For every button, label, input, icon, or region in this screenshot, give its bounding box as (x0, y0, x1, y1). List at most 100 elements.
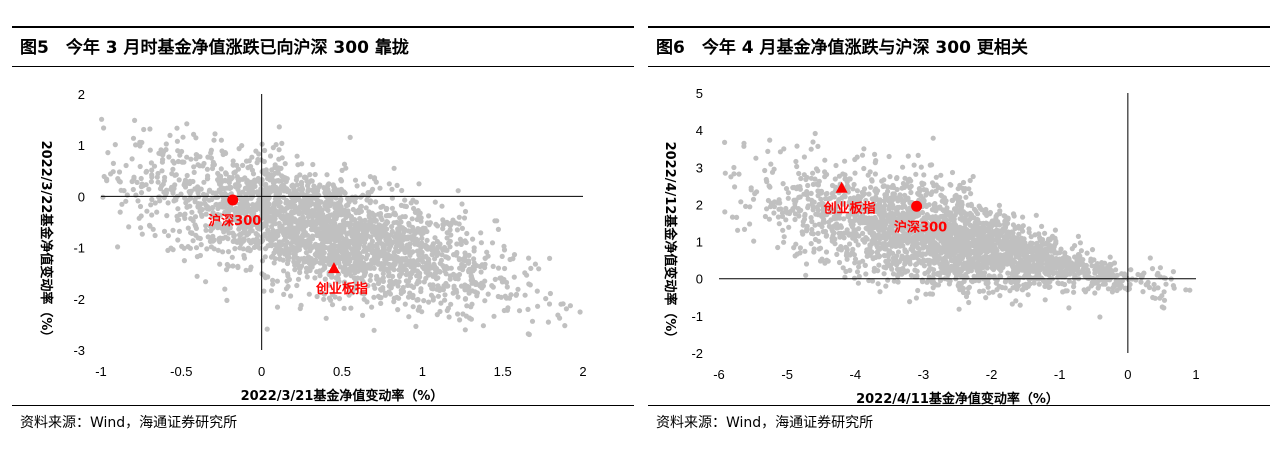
data-point (823, 249, 830, 255)
data-point (1010, 265, 1016, 271)
data-point (434, 238, 440, 245)
data-point (513, 292, 519, 298)
data-point (470, 268, 476, 274)
data-point (816, 238, 822, 244)
data-point (351, 217, 357, 223)
data-point (188, 230, 194, 236)
data-point (363, 256, 369, 262)
data-point (498, 275, 504, 281)
data-point (398, 246, 404, 252)
data-point (458, 239, 464, 245)
data-point (1035, 264, 1041, 270)
data-point (222, 286, 228, 292)
data-point (192, 214, 199, 220)
data-point (923, 291, 929, 297)
data-point (1050, 259, 1056, 265)
data-point (236, 146, 242, 152)
data-point (738, 199, 744, 205)
data-point (237, 215, 243, 221)
data-point (239, 224, 245, 230)
data-point (353, 233, 359, 240)
data-point (367, 222, 373, 228)
data-point (430, 286, 436, 292)
data-point (919, 180, 925, 186)
data-point (792, 253, 798, 259)
data-point (138, 190, 145, 196)
data-point (866, 191, 872, 197)
data-point (1151, 286, 1157, 292)
data-point (361, 181, 367, 187)
data-point (808, 175, 814, 181)
data-point (895, 279, 901, 285)
data-point (294, 153, 300, 159)
data-point (861, 191, 868, 197)
data-point (278, 165, 284, 171)
data-point (305, 188, 311, 194)
data-point (997, 228, 1003, 234)
data-point (371, 265, 377, 271)
data-point (170, 166, 176, 172)
data-point (243, 267, 249, 273)
data-point (333, 203, 339, 209)
data-point (547, 290, 554, 297)
data-point (100, 194, 106, 200)
data-point (353, 255, 359, 261)
data-point (394, 256, 400, 262)
data-point (526, 331, 532, 338)
data-point (101, 125, 107, 131)
data-point (840, 265, 846, 271)
data-point (307, 243, 313, 249)
data-point (441, 283, 447, 289)
scatter-points (99, 116, 583, 338)
data-point (202, 195, 208, 201)
data-point (528, 265, 534, 271)
data-point (115, 176, 121, 182)
data-point (1140, 289, 1146, 295)
data-point (371, 294, 377, 300)
data-point (968, 191, 974, 197)
data-point (822, 228, 829, 235)
data-point (293, 177, 299, 183)
data-point (286, 246, 292, 252)
data-point (471, 248, 477, 254)
data-point (372, 285, 378, 291)
data-point (803, 272, 809, 278)
data-point (294, 230, 300, 237)
data-point (367, 174, 373, 180)
data-point (967, 177, 973, 184)
data-point (895, 273, 901, 279)
data-point (204, 166, 210, 172)
data-point (868, 184, 874, 190)
data-point (415, 296, 421, 303)
data-point (321, 255, 327, 261)
data-point (218, 166, 224, 172)
data-point (863, 271, 869, 277)
data-point (291, 185, 297, 191)
data-point (831, 216, 837, 222)
data-point (814, 204, 820, 210)
data-point (1082, 273, 1088, 279)
data-point (292, 267, 298, 273)
data-point (299, 189, 305, 195)
data-point (810, 139, 816, 145)
data-point (371, 213, 377, 219)
data-point (924, 279, 930, 285)
data-point (244, 232, 250, 238)
y-tick-label: 2 (78, 87, 85, 102)
data-point (801, 154, 807, 160)
data-point (833, 204, 840, 210)
data-point (454, 241, 460, 247)
data-point (389, 224, 395, 230)
data-point (225, 249, 232, 255)
data-point (292, 252, 298, 258)
data-point (511, 252, 518, 258)
highlight-label: 创业板指 (315, 281, 368, 297)
data-point (364, 299, 370, 305)
scatter-chart-fig6: -6 -5 -4 -3 -2 -1 0 1-2-10123452022/4/11基金净值变动率… (662, 86, 1200, 407)
data-point (232, 246, 238, 252)
data-point (1150, 294, 1156, 301)
data-point (413, 236, 419, 242)
data-point (1052, 227, 1058, 233)
data-point (274, 304, 281, 310)
data-point (942, 243, 948, 249)
